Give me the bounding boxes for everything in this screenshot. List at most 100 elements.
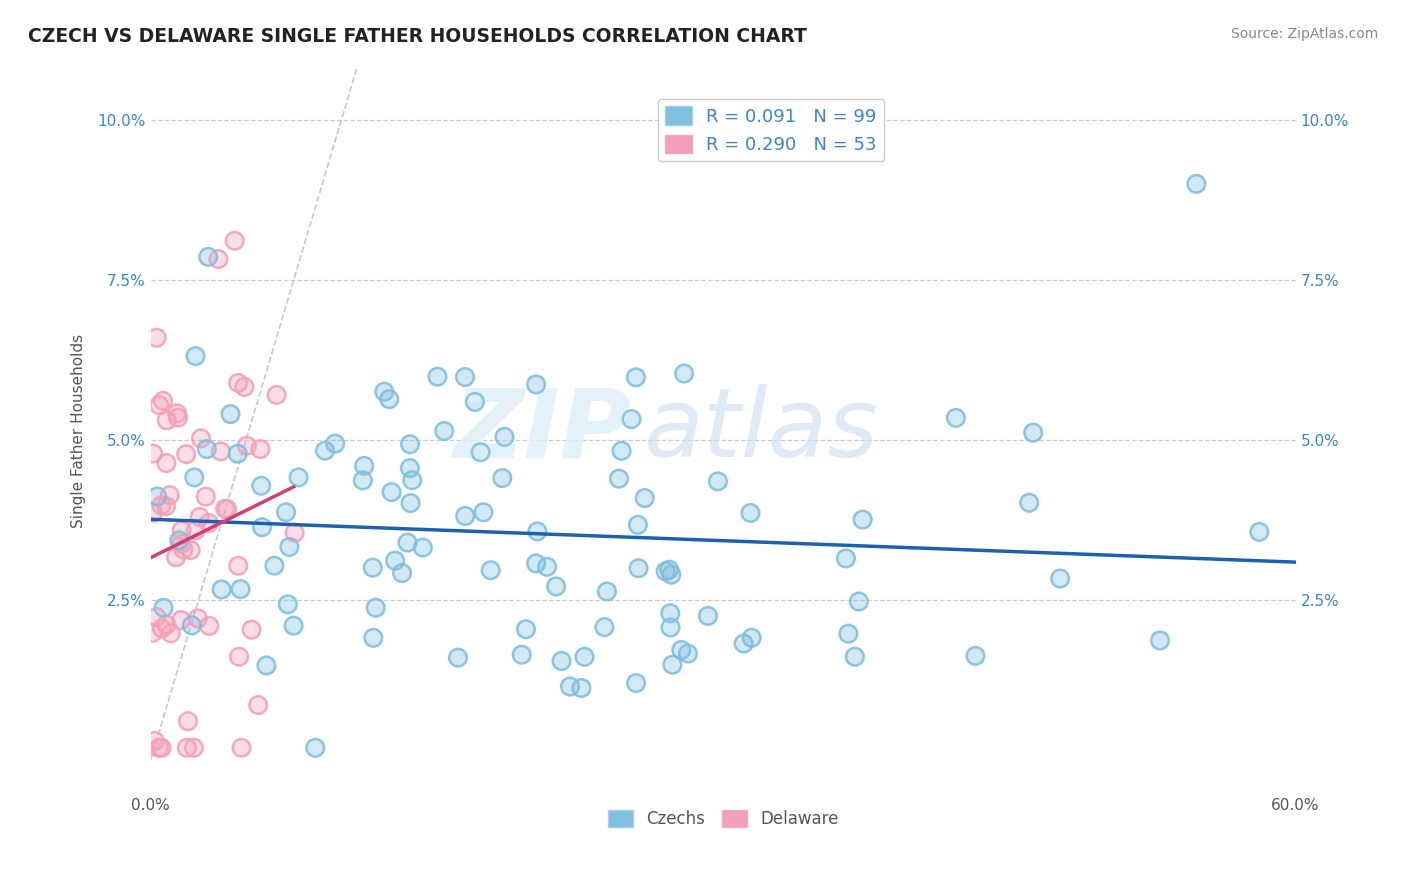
Point [401, 473, 423, 487]
Point [401, 473, 423, 487]
Point [399, 437, 422, 451]
Text: CZECH VS DELAWARE SINGLE FATHER HOUSEHOLDS CORRELATION CHART: CZECH VS DELAWARE SINGLE FATHER HOUSEHOL… [28, 27, 807, 45]
Point [184, 349, 207, 363]
Point [353, 458, 375, 473]
Point [148, 398, 170, 412]
Point [470, 445, 492, 459]
Point [142, 625, 165, 640]
Point [361, 560, 384, 574]
Point [1022, 425, 1045, 440]
Point [447, 650, 470, 665]
Point [145, 610, 167, 624]
Point [177, 714, 200, 729]
Point [226, 447, 249, 461]
Point [433, 424, 456, 438]
Point [224, 234, 246, 248]
Point [593, 620, 616, 634]
Point [624, 676, 647, 690]
Point [363, 631, 385, 645]
Point [250, 520, 273, 534]
Point [1022, 425, 1045, 440]
Point [143, 734, 166, 748]
Point [454, 370, 477, 384]
Point [323, 436, 346, 450]
Point [361, 560, 384, 574]
Text: Source: ZipAtlas.com: Source: ZipAtlas.com [1230, 27, 1378, 41]
Point [659, 607, 682, 621]
Point [224, 234, 246, 248]
Point [170, 524, 193, 538]
Point [412, 541, 434, 555]
Point [426, 369, 449, 384]
Point [659, 620, 682, 634]
Point [256, 658, 278, 673]
Point [142, 447, 165, 461]
Point [174, 447, 197, 461]
Point [837, 626, 859, 640]
Point [524, 557, 547, 571]
Point [188, 510, 211, 524]
Point [381, 485, 404, 500]
Point [464, 395, 486, 409]
Point [209, 444, 232, 458]
Point [491, 471, 513, 485]
Point [848, 594, 870, 608]
Point [1018, 496, 1040, 510]
Point [256, 658, 278, 673]
Point [304, 740, 326, 755]
Point [150, 621, 173, 635]
Point [226, 447, 249, 461]
Point [550, 654, 572, 668]
Point [169, 533, 191, 548]
Point [673, 367, 696, 381]
Point [263, 558, 285, 573]
Point [146, 490, 169, 504]
Point [373, 384, 395, 399]
Point [364, 600, 387, 615]
Point [150, 499, 173, 513]
Point [184, 524, 207, 538]
Point [287, 470, 309, 484]
Point [479, 563, 502, 577]
Point [454, 370, 477, 384]
Point [142, 625, 165, 640]
Point [207, 252, 229, 266]
Point [266, 388, 288, 402]
Point [177, 714, 200, 729]
Point [226, 376, 249, 390]
Point [155, 617, 177, 632]
Point [671, 643, 693, 657]
Point [156, 413, 179, 427]
Point [283, 618, 305, 632]
Point [155, 499, 177, 513]
Point [198, 619, 221, 633]
Point [844, 649, 866, 664]
Point [165, 550, 187, 565]
Point [454, 508, 477, 523]
Point [165, 550, 187, 565]
Point [596, 584, 619, 599]
Point [835, 551, 858, 566]
Point [378, 392, 401, 407]
Point [207, 252, 229, 266]
Point [412, 541, 434, 555]
Point [195, 442, 218, 456]
Point [852, 513, 875, 527]
Text: atlas: atlas [643, 384, 877, 477]
Y-axis label: Single Father Households: Single Father Households [72, 334, 86, 528]
Point [209, 444, 232, 458]
Point [610, 443, 633, 458]
Point [250, 479, 273, 493]
Point [278, 540, 301, 554]
Point [524, 377, 547, 392]
Point [170, 537, 193, 551]
Point [697, 608, 720, 623]
Point [536, 559, 558, 574]
Point [627, 561, 650, 575]
Point [1249, 524, 1271, 539]
Point [574, 649, 596, 664]
Point [741, 631, 763, 645]
Point [150, 740, 173, 755]
Point [277, 597, 299, 611]
Point [150, 499, 173, 513]
